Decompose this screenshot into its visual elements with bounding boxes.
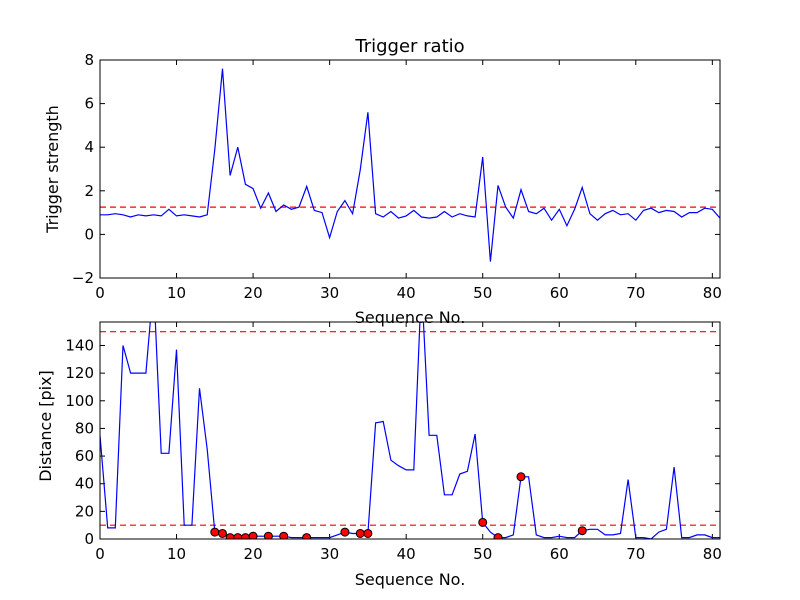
data-point bbox=[516, 472, 526, 482]
plot-area bbox=[100, 68, 720, 262]
data-point bbox=[493, 533, 503, 539]
x-tick-label: 60 bbox=[550, 545, 569, 563]
x-tick-label: 30 bbox=[320, 284, 339, 302]
x-tick-label: 60 bbox=[550, 284, 569, 302]
plot-area bbox=[100, 322, 720, 539]
y-tick-label: 0 bbox=[84, 530, 94, 548]
y-tick-label: 140 bbox=[65, 336, 94, 354]
x-tick-label: 70 bbox=[626, 545, 645, 563]
data-point bbox=[340, 527, 350, 537]
axes-frame bbox=[99, 59, 721, 279]
x-tick-label: 50 bbox=[473, 284, 492, 302]
data-point bbox=[210, 527, 220, 537]
y-tick-label: 0 bbox=[84, 225, 94, 243]
x-tick-label: 0 bbox=[95, 284, 105, 302]
x-tick-label: 80 bbox=[703, 545, 722, 563]
distance-chart: 0 10 20 30 40 50 60 70 80 0 20 40 60 80 100 120 140 Sequ… bbox=[36, 321, 722, 589]
data-point bbox=[225, 533, 235, 539]
x-tick-label: 10 bbox=[167, 545, 186, 563]
data-point bbox=[279, 531, 289, 539]
data-point bbox=[248, 531, 258, 539]
y-tick-label: 6 bbox=[84, 95, 94, 113]
y-tick-label: 40 bbox=[75, 475, 94, 493]
axes-frame bbox=[99, 321, 721, 540]
x-tick-label: 50 bbox=[473, 545, 492, 563]
tick-group: 0 10 20 30 40 50 60 70 80 0 20 40 60 80 100 120 140 bbox=[65, 322, 722, 563]
y-tick-label: 120 bbox=[65, 364, 94, 382]
y-tick-label: 20 bbox=[75, 502, 94, 520]
y-tick-label: −2 bbox=[72, 269, 94, 287]
y-tick-label: 100 bbox=[65, 392, 94, 410]
y-tick-label: 8 bbox=[84, 51, 94, 69]
y-tick-label: 4 bbox=[84, 138, 94, 156]
x-axis-label: Sequence No. bbox=[355, 308, 466, 327]
x-tick-label: 30 bbox=[320, 545, 339, 563]
data-point bbox=[478, 517, 488, 527]
series-line bbox=[100, 322, 720, 539]
x-tick-label: 80 bbox=[703, 284, 722, 302]
y-axis-label: Distance [pix] bbox=[36, 370, 55, 482]
x-axis-label: Sequence No. bbox=[355, 570, 466, 589]
data-point bbox=[355, 528, 365, 538]
y-tick-label: 80 bbox=[75, 419, 94, 437]
series-line bbox=[100, 68, 720, 262]
y-tick-label: 60 bbox=[75, 447, 94, 465]
x-tick-label: 10 bbox=[167, 284, 186, 302]
y-tick-label: 2 bbox=[84, 182, 94, 200]
x-tick-label: 0 bbox=[95, 545, 105, 563]
data-point bbox=[263, 531, 273, 539]
data-point bbox=[302, 533, 312, 539]
x-tick-label: 70 bbox=[626, 284, 645, 302]
x-tick-label: 40 bbox=[397, 284, 416, 302]
data-point bbox=[233, 533, 243, 539]
data-point bbox=[240, 533, 250, 539]
data-point bbox=[217, 528, 227, 538]
x-tick-label: 20 bbox=[244, 284, 263, 302]
y-axis-label: Trigger strength bbox=[43, 105, 62, 234]
x-tick-label: 20 bbox=[244, 545, 263, 563]
x-tick-label: 40 bbox=[397, 545, 416, 563]
chart-title: Trigger ratio bbox=[354, 36, 464, 57]
data-point bbox=[363, 528, 373, 538]
data-point bbox=[577, 526, 587, 536]
